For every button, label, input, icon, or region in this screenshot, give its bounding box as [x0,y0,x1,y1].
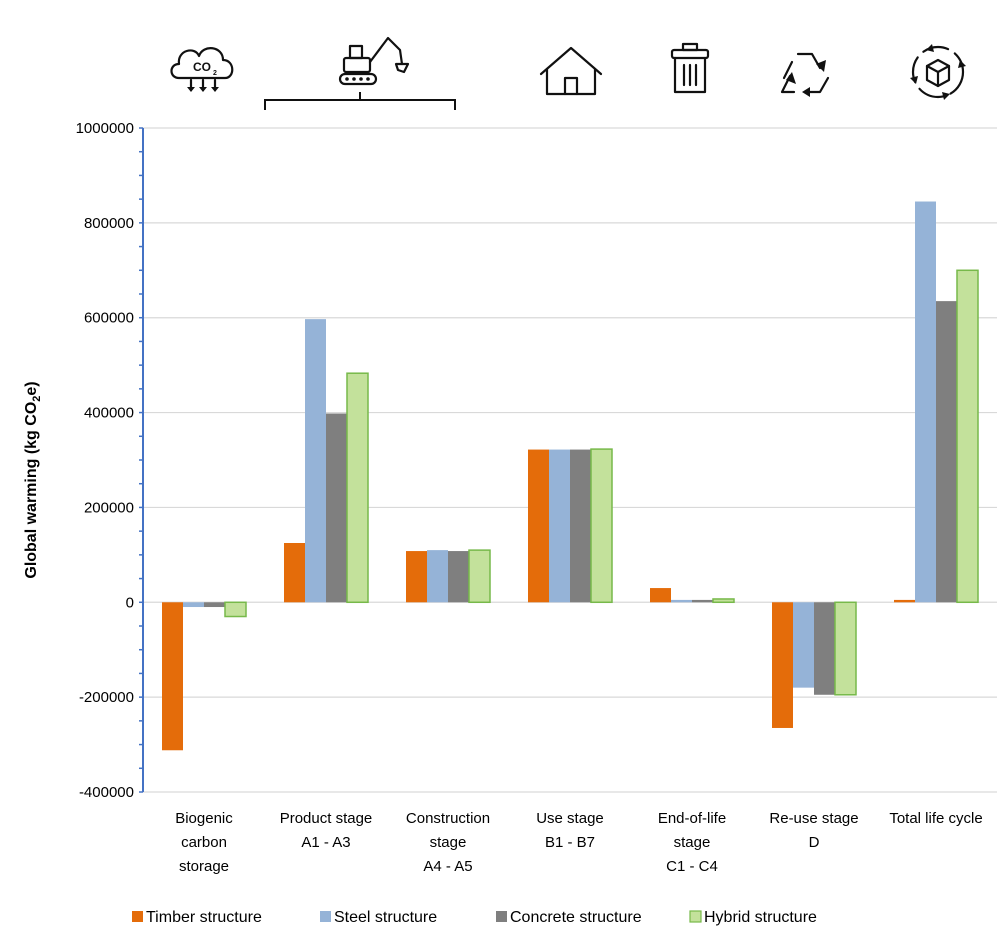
bar [162,602,183,751]
y-tick-label: 600000 [84,310,134,327]
bar [814,602,835,695]
trash-bin-icon [670,42,710,94]
bar [549,449,570,603]
x-category-label: End-of-life [658,810,726,827]
x-category-label: Use stage [536,810,604,827]
legend: Timber structure Steel structure Concrete … [132,909,817,926]
bar [712,598,735,604]
bar [936,301,957,603]
bar [346,372,369,604]
bar [427,550,448,603]
x-category-label: C1 - C4 [666,858,718,875]
legend-label: Hybrid structure [704,909,817,926]
x-category-label: Re-use stage [769,810,858,827]
stage-icons: CO 2 [170,36,966,110]
bar [183,602,204,608]
legend-swatch [496,911,507,922]
bar [528,449,549,603]
x-category-label: stage [430,834,467,851]
stage-bracket [264,99,456,110]
y-tick-label: 400000 [84,405,134,422]
bar [834,601,857,696]
bar [448,551,469,603]
bar [692,599,713,603]
y-tick-label: -200000 [79,689,134,706]
y-axis-title-subscript: 2 [31,396,43,402]
legend-swatch [320,911,331,922]
x-category-label: Product stage [280,810,373,827]
y-tick-label: 1000000 [76,120,134,137]
bar [406,551,427,603]
legend-label: Concrete structure [510,909,642,926]
bars [162,201,979,751]
y-tick-label: 200000 [84,499,134,516]
house-icon [539,46,603,96]
bar [284,543,305,603]
x-category-labels: Biogenic carbon storage Product stage A1 - A… [175,810,982,875]
y-axis-title-end: e) [23,381,40,395]
bar [224,601,247,618]
x-category-label: Construction [406,810,490,827]
svg-text:CO: CO [193,60,211,74]
recycle-icon [780,52,830,97]
bar [956,269,979,604]
x-category-label: A1 - A3 [301,834,350,851]
bar [204,602,225,608]
y-tick-label: 800000 [84,215,134,232]
y-axis-title: Global warming (kg CO2e) [23,381,43,578]
y-tick-labels: 1000000 800000 600000 400000 200000 0 -200000 -… [76,120,134,801]
y-tick-label: 0 [126,594,134,611]
bar [468,549,491,604]
excavator-icon [338,36,410,86]
bar [894,599,915,603]
gridlines [143,127,997,793]
bar [590,448,613,604]
x-category-label: Total life cycle [889,810,982,827]
bar [772,602,793,728]
lifecycle-box-icon [910,44,966,100]
legend-label: Steel structure [334,909,437,926]
bar [671,599,692,603]
x-category-label: carbon [181,834,227,851]
bar [326,413,347,603]
co2-cloud-icon: CO 2 [170,47,234,92]
legend-label: Timber structure [146,909,262,926]
legend-swatch [689,910,702,923]
y-axis-title-main: Global warming (kg CO [23,402,40,579]
x-category-label: A4 - A5 [423,858,472,875]
bar [793,602,814,688]
bar [305,319,326,603]
legend-swatch [132,911,143,922]
y-tick-label: -400000 [79,784,134,801]
x-category-label: storage [179,858,229,875]
bar [570,449,591,603]
svg-text:2: 2 [213,70,217,77]
x-category-label: B1 - B7 [545,834,595,851]
bar [650,588,671,603]
axes [139,127,144,793]
x-category-label: D [809,834,820,851]
x-category-label: Biogenic [175,810,233,827]
x-category-label: stage [674,834,711,851]
bar [915,201,936,603]
